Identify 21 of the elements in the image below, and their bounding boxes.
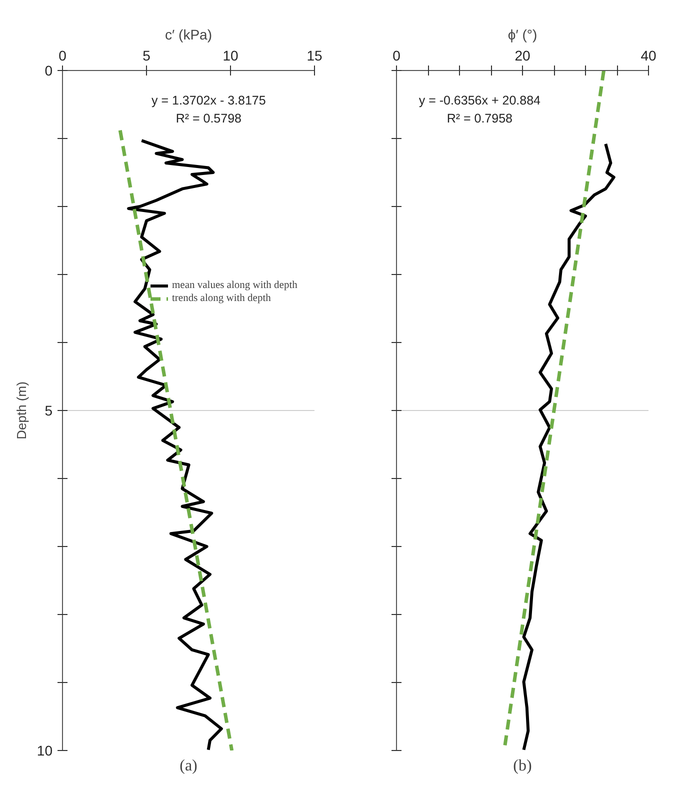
- y-tick-label: 0: [44, 62, 53, 78]
- x-axis-title: ϕ′ (°): [508, 26, 538, 42]
- x-tick-label: 5: [142, 48, 151, 64]
- x-tick-label: 20: [514, 48, 530, 64]
- legend-label: mean values along with depth: [172, 279, 298, 292]
- x-tick-label: 0: [392, 48, 401, 64]
- annotation: y = 1.3702x - 3.8175: [152, 94, 266, 108]
- annotation: R² = 0.5798: [176, 112, 242, 126]
- y-tick-label: 10: [36, 742, 53, 758]
- y-axis-title: Depth (m): [14, 382, 29, 440]
- y-tick-label: 5: [44, 402, 53, 418]
- x-axis-title: c′ (kPa): [165, 26, 212, 42]
- x-tick-label: 15: [306, 48, 322, 64]
- annotation: R² = 0.7958: [446, 112, 513, 126]
- x-tick-label: 0: [58, 48, 67, 64]
- x-tick-label: 40: [640, 48, 656, 64]
- text: (b): [513, 758, 532, 774]
- annotation: y = -0.6356x + 20.884: [418, 94, 541, 108]
- legend-label: trends along with depth: [172, 292, 271, 305]
- x-tick-label: 10: [222, 48, 238, 64]
- text: (a): [180, 758, 198, 774]
